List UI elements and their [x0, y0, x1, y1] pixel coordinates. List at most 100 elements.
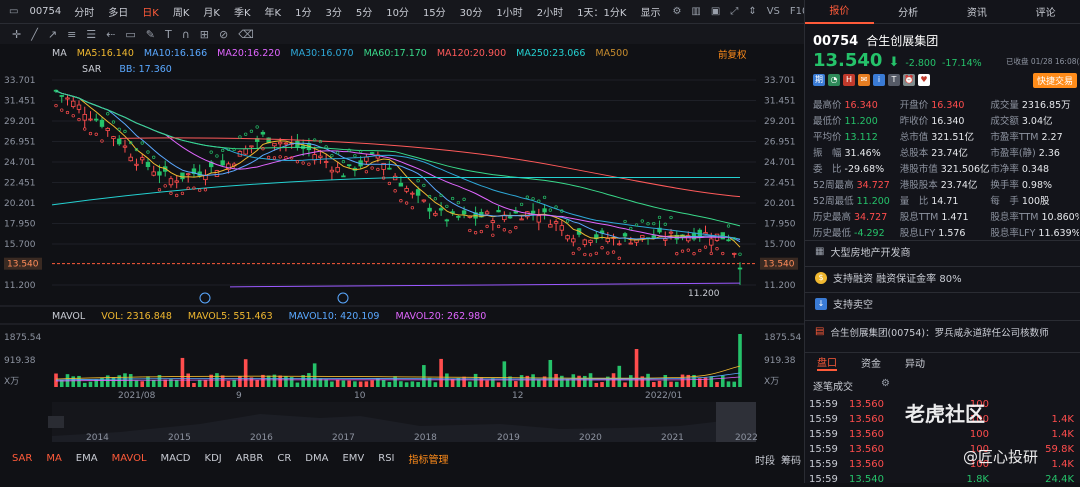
period-tab[interactable]: 周K [172, 8, 190, 19]
magnet-icon[interactable]: ∩ [181, 27, 190, 41]
stat-cell: 开盘价 16.340 [900, 97, 991, 111]
sar-dot [65, 110, 70, 115]
candle-body [433, 212, 438, 216]
indicator-tab[interactable]: KDJ [204, 452, 222, 464]
settings-icon[interactable]: ⚙ [672, 6, 682, 17]
info-icon[interactable]: i [873, 74, 885, 86]
crosshair-icon[interactable]: ✛ [12, 27, 22, 41]
event-marker-icon [337, 292, 349, 304]
stat-value: 23.74亿 [940, 180, 978, 191]
indicator-tab[interactable]: ARBR [235, 452, 264, 464]
settings-icon[interactable]: ⚙ [881, 378, 890, 389]
sar-dot [313, 138, 317, 142]
period-tab[interactable]: 3分 [325, 8, 342, 19]
stat-value: 16.340 [931, 100, 965, 111]
indicator-tab[interactable]: EMV [342, 452, 365, 464]
period-tab[interactable]: 1小时 [496, 8, 523, 19]
layout-icon[interactable]: ▥ [691, 6, 701, 17]
adjust-label[interactable]: 前复权 [718, 50, 747, 61]
trade-volume: 100 [969, 429, 989, 440]
period-tab[interactable]: 2小时 [536, 8, 564, 19]
quote-tab[interactable]: 分析 [898, 8, 919, 19]
chart-icon[interactable]: ◔ [828, 74, 840, 86]
period-tab[interactable]: 15分 [422, 8, 446, 19]
volume-bar [111, 377, 116, 387]
indicator-tab[interactable]: 指标管理 [408, 454, 449, 466]
period-tab[interactable]: 1分 [295, 8, 312, 19]
indicator-tab[interactable]: MA [46, 452, 62, 464]
indicator-tab[interactable]: MACD [160, 452, 191, 464]
trade-subtab[interactable]: 资金 [861, 359, 881, 370]
text-icon[interactable]: T [165, 27, 172, 41]
fibonacci-icon[interactable]: ☰ [86, 27, 97, 41]
lock-icon[interactable]: ⊘ [219, 27, 229, 41]
period-tab[interactable]: 1天：1分K [577, 8, 627, 19]
rectangle-icon[interactable]: ▭ [125, 27, 136, 41]
ray-icon[interactable]: ↗ [47, 27, 58, 41]
indicator-tab[interactable]: MAVOL [111, 452, 147, 464]
vs-button[interactable]: VS [766, 6, 780, 17]
period-tool-button[interactable]: 时段 [755, 456, 775, 467]
alarm-icon[interactable]: ⏰ [903, 74, 915, 86]
notice-row[interactable]: ▤ 合生创展集团(00754)：罗兵咸永道辞任公司核数师 [805, 320, 1080, 342]
quote-tab[interactable]: 报价 [805, 0, 874, 24]
kline-chart[interactable]: 33.701 33.701 31.451 31.451 29.201 29.201 26.9… [0, 44, 804, 454]
chips-button[interactable]: 筹码 [781, 456, 801, 467]
arrow-icon[interactable]: ⇠ [106, 27, 116, 41]
scale-icon[interactable]: ⇕ [748, 6, 757, 17]
sar-dot [347, 148, 351, 152]
indicator-tab[interactable]: EMA [75, 452, 98, 464]
options-icon[interactable]: 期 [813, 74, 825, 86]
volume-legend-label: VOL: [101, 311, 124, 322]
camera-icon[interactable]: ▣ [710, 6, 721, 17]
volume-bar [289, 377, 294, 387]
period-tab[interactable]: 多日 [108, 8, 129, 19]
indicator-tab[interactable]: CR [277, 452, 292, 464]
indicator-tab[interactable]: DMA [305, 452, 329, 464]
short-row[interactable]: ↓ 支持卖空 [805, 292, 1080, 314]
sar-dot [433, 197, 438, 201]
indicator-tab[interactable]: RSI [378, 452, 395, 464]
hot-icon[interactable]: H [843, 74, 855, 86]
eraser-icon[interactable]: ⌫ [238, 27, 254, 41]
quick-trade-button[interactable]: 快捷交易 [1033, 73, 1078, 88]
volume-bar [301, 375, 305, 387]
volume-bar [232, 379, 236, 387]
channel-icon[interactable]: ≡ [67, 27, 77, 41]
quote-tab[interactable]: 评论 [1035, 8, 1056, 19]
text-icon[interactable]: T [888, 74, 900, 86]
trade-subtab[interactable]: 异动 [905, 359, 925, 370]
period-tab[interactable]: 年K [264, 8, 282, 19]
stat-cell: 昨收价 16.340 [900, 113, 991, 127]
news-icon[interactable]: ✉ [858, 74, 870, 86]
period-tab[interactable]: 月K [203, 8, 220, 19]
period-tab[interactable]: 分时 [74, 8, 95, 19]
sar-dot [427, 194, 432, 199]
volume-bar [370, 380, 374, 387]
indicator-tab[interactable]: SAR [12, 452, 33, 464]
volume-bar [134, 380, 139, 387]
stat-cell: 52周最高 34.727 [813, 177, 900, 191]
volume-bar [542, 376, 547, 387]
period-tab[interactable]: 季K [233, 8, 251, 19]
period-tab[interactable]: 5分 [355, 8, 373, 19]
sidebar-toggle-icon[interactable]: ▭ [9, 6, 19, 17]
measure-icon[interactable]: ⊞ [199, 27, 210, 41]
expand-icon[interactable]: ⤢ [730, 6, 739, 17]
period-tab[interactable]: 30分 [459, 8, 483, 19]
period-tab[interactable]: 10分 [386, 8, 409, 19]
trade-subtab[interactable]: 盘口 [817, 354, 837, 371]
period-tab[interactable]: 日K [142, 8, 159, 19]
volume-bar [600, 382, 604, 387]
volume-bar [468, 381, 472, 387]
brush-icon[interactable]: ✎ [145, 27, 155, 41]
volume-legend-label: MAVOL5: [187, 311, 231, 322]
sector-row[interactable]: ▦ 大型房地产开发商 [805, 240, 1080, 262]
margin-row[interactable]: $ 支持融资 融资保证金率 80% [805, 266, 1080, 288]
f10-button[interactable]: F10 [789, 6, 809, 17]
watchlist-heart-icon[interactable]: ♥ [918, 74, 930, 86]
volume-bar [519, 375, 524, 387]
quote-tab[interactable]: 资讯 [966, 8, 987, 19]
period-tab[interactable]: 显示 [640, 8, 661, 19]
trendline-icon[interactable]: ╱ [31, 27, 38, 41]
